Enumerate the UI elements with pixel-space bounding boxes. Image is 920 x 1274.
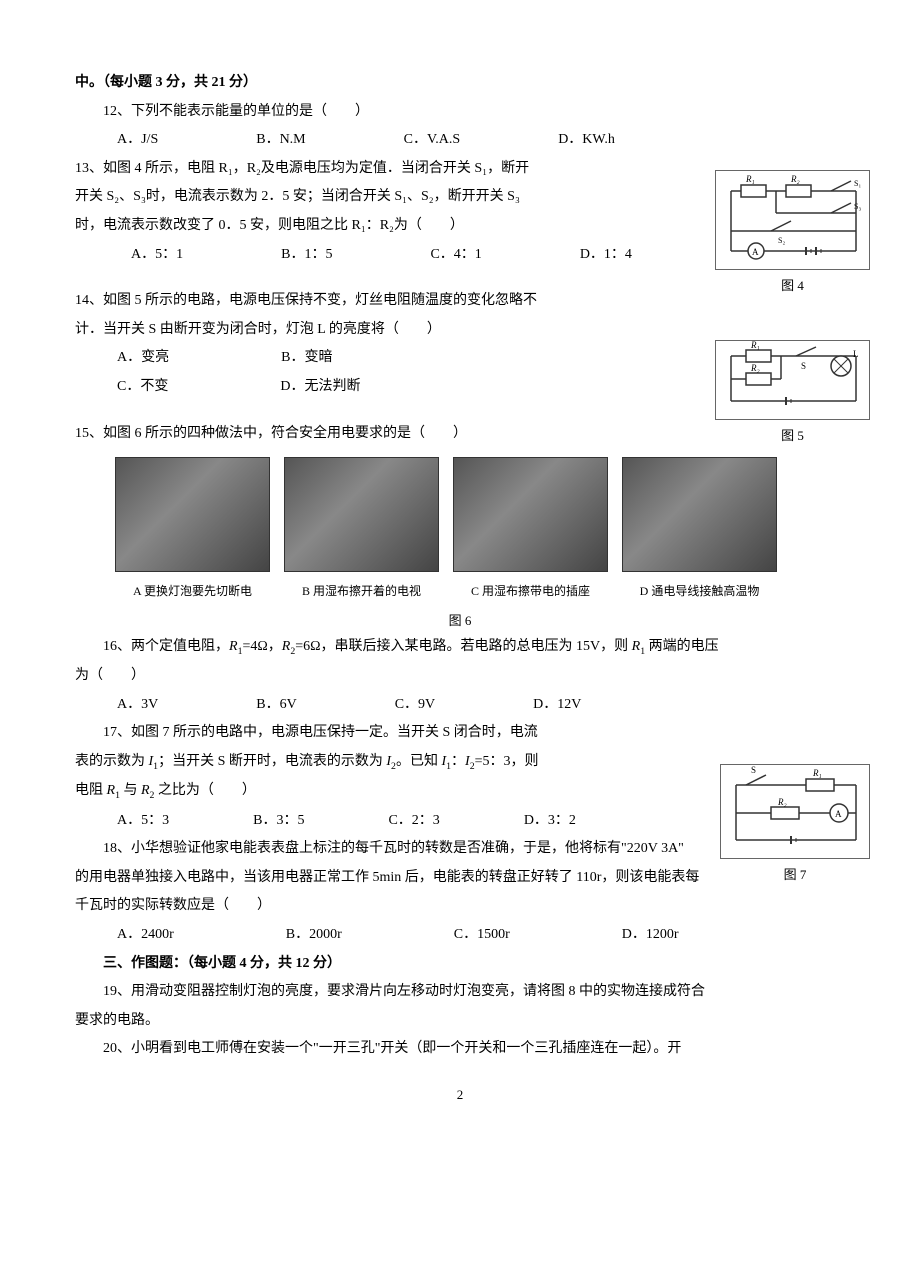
fig5-label: 图 5 (715, 424, 870, 449)
q12-optB: B．N.M (214, 127, 305, 154)
q15-capC: C 用湿布擦带电的插座 (471, 580, 590, 603)
fig6-label: 图 6 (75, 609, 845, 634)
q14-optB: B．变暗 (239, 345, 332, 372)
q12-optA: A．J/S (75, 127, 158, 154)
q18-optC: C．1500r (412, 922, 510, 949)
q15-capA: A 更换灯泡要先切断电 (133, 580, 252, 603)
q13-line2: 开关 S₂、S₃时，电流表示数为 2．5 安；当闭合开关 S₁、S₂，断开开关 … (75, 184, 700, 211)
svg-text:S₁: S₁ (854, 179, 861, 188)
q17-options: A．5：3 B．3：5 C．2：3 D．3：2 (75, 808, 845, 835)
q15-capD: D 通电导线接触高温物 (640, 580, 760, 603)
q12-optD: D．KW.h (516, 127, 615, 154)
q13-line3: 时，电流表示数改变了 0．5 安，则电阻之比 R₁：R₂为（ ） (75, 213, 700, 240)
q14-options-row2: C．不变 D．无法判断 (75, 374, 845, 401)
q20-line1: 20、小明看到电工师傅在安装一个"一开三孔"开关（即一个开关和一个三孔插座连在一… (75, 1036, 845, 1063)
q18-options: A．2400r B．2000r C．1500r D．1200r (75, 922, 845, 949)
q14-optC: C．不变 (75, 374, 168, 401)
q12-optC: C．V.A.S (362, 127, 461, 154)
q13-optA: A．5：1 (75, 242, 183, 269)
fig7-label: 图 7 (720, 863, 870, 888)
q15-photos: A 更换灯泡要先切断电 B 用湿布擦开着的电视 C 用湿布擦带电的插座 D 通电… (115, 457, 845, 603)
q13-optD: D．1：4 (524, 242, 632, 269)
q17-optB: B．3：5 (211, 808, 304, 835)
q14-optA: A．变亮 (75, 345, 169, 372)
q17-line2: 表的示数为 I1；当开关 S 断开时，电流表的示数为 I2。已知 I1：I2=5… (75, 749, 700, 776)
section-header: 中。（每小题 3 分，共 21 分） (75, 70, 845, 97)
q14-optD: D．无法判断 (238, 374, 360, 401)
q15-photo-a: A 更换灯泡要先切断电 (115, 457, 270, 603)
q13-optB: B．1：5 (225, 242, 332, 269)
q18-optB: B．2000r (244, 922, 342, 949)
q19-line2: 要求的电路。 (75, 1008, 845, 1035)
q15-photo-d: D 通电导线接触高温物 (622, 457, 777, 603)
q14-line1: 14、如图 5 所示的电路，电源电压保持不变，灯丝电阻随温度的变化忽略不 (75, 288, 700, 315)
q16-optB: B．6V (214, 692, 296, 719)
q13-optC: C．4：1 (374, 242, 481, 269)
q15-photo-b: B 用湿布擦开着的电视 (284, 457, 439, 603)
q18-line3: 千瓦时的实际转数应是（ ） (75, 893, 845, 920)
q16-line1: 16、两个定值电阻，R1=4Ω，R2=6Ω，串联后接入某电路。若电路的总电压为 … (75, 634, 845, 661)
q16-optC: C．9V (353, 692, 435, 719)
q19-line1: 19、用滑动变阻器控制灯泡的亮度，要求滑片向左移动时灯泡变亮，请将图 8 中的实… (75, 979, 845, 1006)
q17-line3: 电阻 R1 与 R2 之比为（ ） (75, 778, 700, 805)
q18-optD: D．1200r (580, 922, 679, 949)
q17-optA: A．5：3 (75, 808, 169, 835)
q16-options: A．3V B．6V C．9V D．12V (75, 692, 845, 719)
photo-bulb (115, 457, 270, 572)
q17-optC: C．2：3 (346, 808, 439, 835)
page-number: 2 (75, 1083, 845, 1108)
q13-options: A．5：1 B．1：5 C．4：1 D．1：4 (75, 242, 845, 269)
q14-options-row1: A．变亮 B．变暗 (75, 345, 845, 372)
svg-text:S₃: S₃ (854, 202, 861, 211)
q15-photo-c: C 用湿布擦带电的插座 (453, 457, 608, 603)
q16-optA: A．3V (75, 692, 158, 719)
q13-line1: 13、如图 4 所示，电阻 R₁，R₂及电源电压均为定值．当闭合开关 S₁，断开 (75, 156, 700, 183)
photo-socket (453, 457, 608, 572)
q17-line1: 17、如图 7 所示的电路中，电源电压保持一定。当开关 S 闭合时，电流 (75, 720, 700, 747)
q16-optD: D．12V (491, 692, 581, 719)
section3-title: 三、作图题：（每小题 4 分，共 12 分） (75, 951, 845, 978)
q14-line2: 计．当开关 S 由断开变为闭合时，灯泡 L 的亮度将（ ） (75, 317, 700, 344)
q16-line2: 为（ ） (75, 663, 845, 690)
q12-options: A．J/S B．N.M C．V.A.S D．KW.h (75, 127, 845, 154)
photo-heater (622, 457, 777, 572)
q18-optA: A．2400r (75, 922, 174, 949)
q12-stem: 12、下列不能表示能量的单位的是（ ） (75, 99, 845, 126)
q15-capB: B 用湿布擦开着的电视 (302, 580, 421, 603)
photo-tv (284, 457, 439, 572)
q17-optD: D．3：2 (482, 808, 576, 835)
